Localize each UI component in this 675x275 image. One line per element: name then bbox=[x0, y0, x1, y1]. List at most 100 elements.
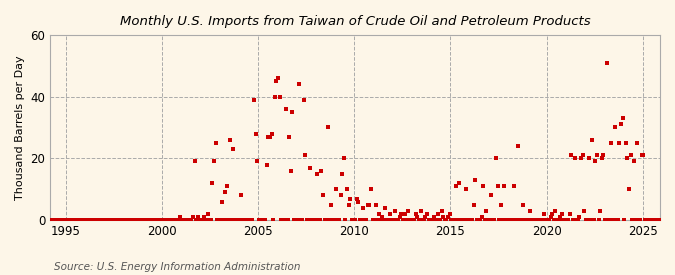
Point bbox=[259, 218, 269, 222]
Point bbox=[261, 162, 272, 167]
Point bbox=[74, 218, 84, 222]
Point bbox=[140, 218, 151, 222]
Point bbox=[392, 218, 402, 222]
Point bbox=[479, 218, 490, 222]
Point bbox=[489, 218, 500, 222]
Point bbox=[346, 218, 357, 222]
Point bbox=[417, 218, 428, 222]
Point bbox=[468, 202, 479, 207]
Point bbox=[279, 218, 290, 222]
Point bbox=[645, 218, 655, 222]
Point bbox=[380, 206, 391, 210]
Point bbox=[655, 218, 666, 222]
Point bbox=[212, 218, 223, 222]
Point bbox=[649, 218, 660, 222]
Point bbox=[117, 218, 128, 222]
Point bbox=[263, 134, 274, 139]
Point bbox=[625, 153, 636, 158]
Point bbox=[646, 218, 657, 222]
Point bbox=[617, 116, 628, 120]
Point bbox=[333, 218, 344, 222]
Point bbox=[50, 218, 61, 222]
Point bbox=[508, 184, 519, 188]
Point bbox=[240, 218, 251, 222]
Point bbox=[112, 218, 123, 222]
Point bbox=[539, 212, 549, 216]
Point bbox=[95, 218, 105, 222]
Point bbox=[486, 193, 497, 198]
Point bbox=[151, 218, 161, 222]
Point bbox=[310, 218, 321, 222]
Point bbox=[148, 218, 159, 222]
Point bbox=[409, 218, 420, 222]
Point bbox=[487, 218, 498, 222]
Point bbox=[473, 218, 484, 222]
Point bbox=[136, 218, 147, 222]
Point bbox=[205, 218, 216, 222]
Point bbox=[277, 218, 288, 222]
Point bbox=[568, 218, 578, 222]
Point bbox=[286, 169, 296, 173]
Point bbox=[460, 187, 471, 191]
Point bbox=[207, 181, 218, 185]
Point bbox=[518, 202, 529, 207]
Point bbox=[128, 218, 139, 222]
Point bbox=[236, 193, 246, 198]
Point bbox=[558, 218, 569, 222]
Point bbox=[633, 218, 644, 222]
Point bbox=[59, 218, 70, 222]
Point bbox=[325, 202, 336, 207]
Point bbox=[603, 218, 614, 222]
Point bbox=[115, 218, 126, 222]
Point bbox=[406, 218, 416, 222]
Point bbox=[470, 178, 481, 182]
Point bbox=[342, 187, 352, 191]
Point bbox=[418, 218, 429, 222]
Point bbox=[385, 212, 396, 216]
Point bbox=[244, 218, 254, 222]
Point bbox=[504, 218, 514, 222]
Point bbox=[364, 202, 375, 207]
Point bbox=[97, 218, 107, 222]
Point bbox=[449, 218, 460, 222]
Point bbox=[255, 218, 266, 222]
Point bbox=[132, 218, 142, 222]
Point bbox=[64, 218, 75, 222]
Point bbox=[281, 107, 292, 111]
Point bbox=[329, 218, 340, 222]
Point bbox=[221, 184, 232, 188]
Point bbox=[256, 218, 267, 222]
Point bbox=[578, 209, 589, 213]
Point bbox=[133, 218, 144, 222]
Point bbox=[335, 193, 346, 198]
Point bbox=[273, 76, 284, 80]
Point bbox=[456, 218, 466, 222]
Point bbox=[585, 218, 596, 222]
Point bbox=[300, 153, 310, 158]
Point bbox=[457, 218, 468, 222]
Point bbox=[648, 218, 659, 222]
Point bbox=[323, 125, 333, 130]
Point bbox=[51, 218, 62, 222]
Point bbox=[396, 212, 407, 216]
Point bbox=[298, 97, 309, 102]
Point bbox=[225, 138, 236, 142]
Point bbox=[337, 172, 348, 176]
Point bbox=[513, 144, 524, 148]
Point bbox=[55, 218, 65, 222]
Point bbox=[192, 215, 203, 219]
Point bbox=[598, 153, 609, 158]
Point bbox=[319, 218, 330, 222]
Point bbox=[466, 218, 477, 222]
Point bbox=[643, 218, 653, 222]
Point bbox=[199, 215, 210, 219]
Point bbox=[601, 60, 612, 65]
Point bbox=[381, 218, 392, 222]
Point bbox=[591, 153, 602, 158]
Point bbox=[401, 218, 412, 222]
Point bbox=[191, 218, 202, 222]
Point bbox=[606, 141, 617, 145]
Point bbox=[124, 218, 134, 222]
Point bbox=[580, 218, 591, 222]
Point bbox=[494, 218, 505, 222]
